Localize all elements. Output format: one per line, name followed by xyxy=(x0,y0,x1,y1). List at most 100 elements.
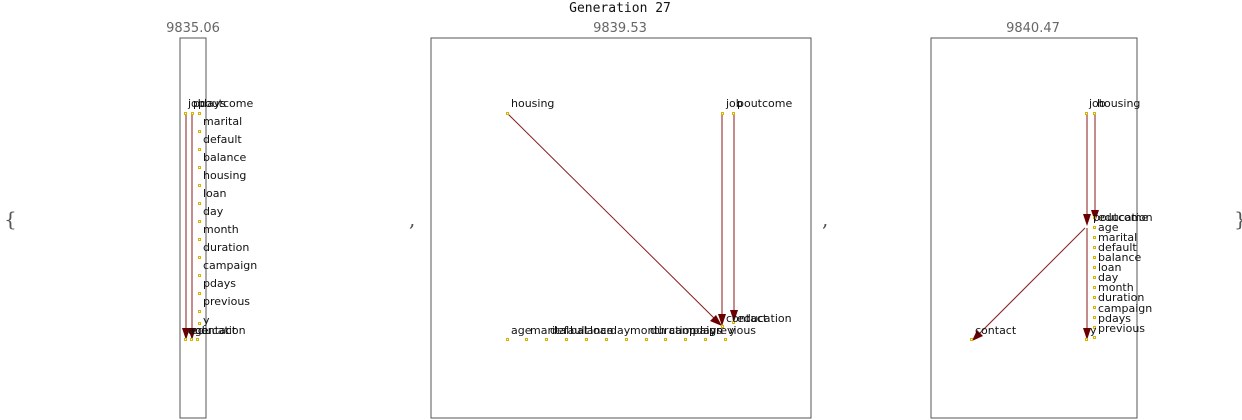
graph-3-node-label: age xyxy=(1098,221,1119,234)
graph-1-node xyxy=(198,274,201,277)
graph-2-node xyxy=(506,112,509,115)
graph-3-node xyxy=(1093,326,1096,329)
graph-2-node xyxy=(664,338,667,341)
graph-3-node xyxy=(970,338,973,341)
graph-1-node-label: default xyxy=(203,133,242,146)
brace-close: } xyxy=(1234,207,1242,231)
graph-3-node xyxy=(1093,226,1096,229)
graph-3-node-label: previous xyxy=(1098,322,1145,335)
graph-1-node xyxy=(198,220,201,223)
brace-open: { xyxy=(4,207,17,231)
graph-3-node xyxy=(1093,236,1096,239)
graph-2-node xyxy=(585,338,588,341)
graph-1-node xyxy=(198,322,201,325)
separator-2: , xyxy=(822,207,828,231)
graph-3-node xyxy=(1085,338,1088,341)
graph-1-node xyxy=(198,256,201,259)
graph-3-node-label: loan xyxy=(1098,261,1122,274)
graph-2-node-label: job xyxy=(725,97,743,110)
graph-1-node xyxy=(198,238,201,241)
graph-2-node xyxy=(545,338,548,341)
graph-1-score: 9835.06 xyxy=(166,21,220,36)
graph-2-node-label: month xyxy=(630,324,666,337)
graph-2-node xyxy=(525,338,528,341)
graph-1-node xyxy=(184,338,187,341)
graph-3-node-label: default xyxy=(1098,241,1137,254)
graph-3-arrowhead-1 xyxy=(1083,214,1091,226)
graph-1-node-label: education xyxy=(191,324,246,337)
graph-3-node-label: day xyxy=(1098,271,1119,284)
graph-2-node xyxy=(721,112,724,115)
graph-1-node-label: y xyxy=(203,314,210,327)
graph-1-node xyxy=(198,310,201,313)
graph-3-node-label: marital xyxy=(1098,231,1137,244)
graph-1-node xyxy=(191,112,194,115)
graph-1-node-label: job xyxy=(187,97,205,110)
graph-2-node-label: marital xyxy=(530,324,569,337)
graph-1-node-label: balance xyxy=(203,151,247,164)
graph-3-node xyxy=(1093,112,1096,115)
graph-2-node xyxy=(684,338,687,341)
graph-3: 9840.47 xyxy=(930,21,1153,419)
graph-3-node-label: y xyxy=(1090,324,1097,337)
graph-3-frame xyxy=(930,37,1138,419)
graph-1-node-label: month xyxy=(203,223,239,236)
graph-1-node-label: day xyxy=(203,205,224,218)
graph-3-arrowhead-4 xyxy=(1083,328,1091,340)
graph-2-node-label: contact xyxy=(726,312,768,325)
graph-2-node-label: education xyxy=(737,312,792,325)
graph-1-node-label: duration xyxy=(203,241,249,254)
graph-1: 9835.06 job pdays p xyxy=(166,21,257,419)
graph-2: 9839.53 housing xyxy=(430,21,812,419)
graph-1-node-label: previous xyxy=(203,295,250,308)
graph-3-node xyxy=(1085,112,1088,115)
graph-2-node-label: balance xyxy=(570,324,614,337)
graph-1-arrowhead-2 xyxy=(188,328,196,340)
graph-2-node xyxy=(506,338,509,341)
graph-1-node xyxy=(198,148,201,151)
graph-2-node-label: campaign xyxy=(669,324,723,337)
graph-2-node xyxy=(721,325,724,328)
graph-1-node xyxy=(198,202,201,205)
graph-1-node-label: housing xyxy=(203,169,246,182)
graph-3-node xyxy=(1093,216,1096,219)
graph-2-node-label: y xyxy=(729,324,736,337)
graph-3-node-label: poutcome xyxy=(1093,211,1148,224)
graph-1-node-label: marital xyxy=(203,115,242,128)
graph-1-node-label: pdays xyxy=(193,97,226,110)
graph-1-node-label: poutcome xyxy=(198,97,253,110)
graph-3-node xyxy=(1093,266,1096,269)
graph-1-node-label: campaign xyxy=(203,259,257,272)
graph-3-node-label: education xyxy=(1098,211,1153,224)
graph-1-node xyxy=(184,112,187,115)
graph-2-node xyxy=(605,338,608,341)
graph-2-node xyxy=(724,338,727,341)
graph-3-node xyxy=(1093,316,1096,319)
graph-2-node-label: poutcome xyxy=(737,97,792,110)
figure-title: Generation 27 xyxy=(569,1,671,16)
graph-3-node-label: housing xyxy=(1097,97,1140,110)
graph-3-node xyxy=(1093,286,1096,289)
graph-3-node-label: campaign xyxy=(1098,302,1152,315)
graph-2-node-label: loan xyxy=(590,324,614,337)
graph-1-node-label: pdays xyxy=(203,277,236,290)
graph-1-node-label: loan xyxy=(203,187,227,200)
graph-3-node-label: balance xyxy=(1098,251,1142,264)
graph-2-node-label: previous xyxy=(709,324,756,337)
graph-2-node-label: pdays xyxy=(689,324,722,337)
graph-1-node xyxy=(196,338,199,341)
graph-2-node xyxy=(732,112,735,115)
graph-2-node xyxy=(704,338,707,341)
graph-2-node-label: day xyxy=(610,324,631,337)
graph-2-arrowhead-2 xyxy=(718,314,726,326)
graph-2-score: 9839.53 xyxy=(593,21,647,36)
graph-3-node-label: job xyxy=(1088,97,1106,110)
graph-3-node xyxy=(1093,246,1096,249)
graph-3-arrowhead-3 xyxy=(972,330,983,341)
graph-2-node-label: default xyxy=(550,324,589,337)
graph-2-node xyxy=(625,338,628,341)
graph-3-node xyxy=(1093,256,1096,259)
separator-1: , xyxy=(409,207,415,231)
graph-2-edge-1 xyxy=(507,113,720,324)
graph-2-node-label: housing xyxy=(511,97,554,110)
